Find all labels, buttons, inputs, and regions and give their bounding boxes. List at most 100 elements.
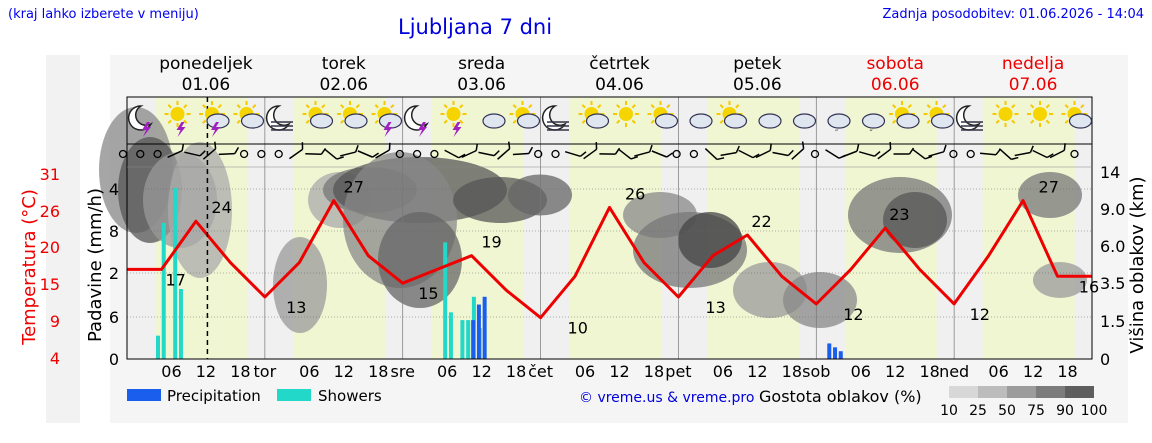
sun-ray <box>1064 104 1069 109</box>
wind-feather <box>336 156 344 160</box>
sun-ray <box>1011 119 1016 124</box>
calm-wind-mark <box>1070 149 1079 159</box>
sun-ray <box>631 119 636 124</box>
wind-feather <box>1029 145 1034 153</box>
sun-shape <box>998 107 1013 121</box>
cloud-shape <box>758 113 782 129</box>
wind-feather <box>1011 156 1019 161</box>
wind-barb <box>444 149 466 159</box>
sun-ray <box>995 104 1000 109</box>
wind-shaft <box>564 150 581 158</box>
sun-ray <box>167 104 172 109</box>
sun-ray <box>443 104 448 109</box>
precipitation-tick: 8 <box>109 222 119 241</box>
wind-feather <box>1063 143 1066 151</box>
moon-shape <box>541 105 568 131</box>
last-update: Zadnja posodobitev: 01.06.2026 - 14:04 <box>882 7 1144 22</box>
day-date: 07.06 <box>1009 75 1058 95</box>
sun-cloud-icon <box>233 101 265 129</box>
temperature-value-label: 22 <box>751 212 771 231</box>
lightning-shape <box>142 122 151 137</box>
day-name: petek <box>733 54 781 74</box>
moon-fog-icon <box>955 105 983 131</box>
wind-feather <box>943 144 947 153</box>
wind-feather <box>388 142 391 151</box>
wind-barb <box>564 150 587 158</box>
wind-feather <box>301 142 304 150</box>
wind-shaft <box>877 148 892 160</box>
location-hint[interactable]: (kraj lahko izberete v meniju) <box>8 7 199 22</box>
sun-ray <box>305 119 310 124</box>
hour-tick: 06 <box>299 362 319 381</box>
density-value: 100 <box>1081 403 1108 419</box>
sun-storm-icon <box>164 101 191 137</box>
precipitation-swatch <box>127 389 161 401</box>
sun-ray <box>512 119 517 124</box>
wind-feather <box>199 150 206 157</box>
wind-barb <box>911 148 933 160</box>
wind-barbs <box>118 141 1079 161</box>
sun-ray <box>340 119 345 124</box>
wind-barb <box>1014 145 1034 157</box>
sun-ray <box>735 104 740 109</box>
moon-shape <box>955 105 982 131</box>
cloud-shape <box>1068 113 1093 129</box>
wind-barb <box>512 146 534 156</box>
density-swatch <box>1007 386 1036 398</box>
temperature-tick: 4 <box>50 349 60 368</box>
wind-feather <box>579 151 587 157</box>
calm-wind-mark <box>412 149 422 159</box>
wind-feather <box>595 142 598 150</box>
sun-ray <box>666 104 671 109</box>
night-band <box>247 97 265 359</box>
cloud-shape <box>516 113 541 129</box>
wind-shaft <box>375 149 390 159</box>
wind-feather <box>181 143 185 151</box>
sun-ray <box>217 104 222 109</box>
temperature-value-label: 10 <box>568 319 588 338</box>
temperature-labels: 17 24 13 27 15 19 10 26 13 22 12 23 12 27 16 <box>165 178 1099 338</box>
cloud-blob <box>678 212 742 268</box>
legend: Precipitation Showers © vreme.us & vreme… <box>127 386 1107 419</box>
wind-shaft <box>167 150 183 158</box>
day-date: 01.06 <box>182 75 231 95</box>
temperature-tick: 20 <box>40 238 60 257</box>
wind-barb <box>772 149 794 157</box>
hour-tick: 12 <box>885 362 905 381</box>
copyright-link[interactable]: © vreme.us & vreme.pro <box>579 390 754 406</box>
temperature-value-label: 13 <box>286 298 306 317</box>
wind-shaft <box>617 148 632 160</box>
clouds-icon <box>792 113 817 129</box>
clouds-icon <box>689 113 713 129</box>
wind-barb <box>1032 149 1054 159</box>
hour-tick: 06 <box>988 362 1008 381</box>
wind-barb <box>634 144 653 157</box>
wind-barb <box>583 142 598 160</box>
wind-shaft <box>755 149 771 159</box>
sun-ray <box>616 119 621 124</box>
moon-storm-icon <box>127 105 154 137</box>
day-name: ponedeljek <box>159 54 253 74</box>
sun-cloud-icon <box>578 101 610 129</box>
wind-shaft <box>305 152 322 156</box>
hour-tick: 18 <box>644 362 664 381</box>
cloud-blob <box>1018 172 1082 218</box>
sun-ray <box>1011 104 1016 109</box>
page-title: Ljubljana 7 dni <box>398 15 553 39</box>
wind-barb <box>478 150 500 157</box>
cloud-shape <box>896 113 920 129</box>
wind-barb <box>979 148 1002 156</box>
day-abbr-tick: ned <box>939 362 969 381</box>
calm-wind-mark <box>551 149 560 159</box>
calm-wind-mark <box>689 149 699 159</box>
sun-ray <box>202 104 207 109</box>
temperature-value-label: 27 <box>1039 178 1059 197</box>
sun-ray <box>459 104 464 109</box>
temperature-tick: 26 <box>40 202 60 221</box>
wind-shaft <box>1014 151 1031 157</box>
showers-bar <box>460 320 465 359</box>
sun-cloud-icon <box>337 101 368 129</box>
temperature-tick: 9 <box>50 312 60 331</box>
day-abbr-tick: sob <box>802 362 830 381</box>
wind-shaft <box>911 148 926 160</box>
